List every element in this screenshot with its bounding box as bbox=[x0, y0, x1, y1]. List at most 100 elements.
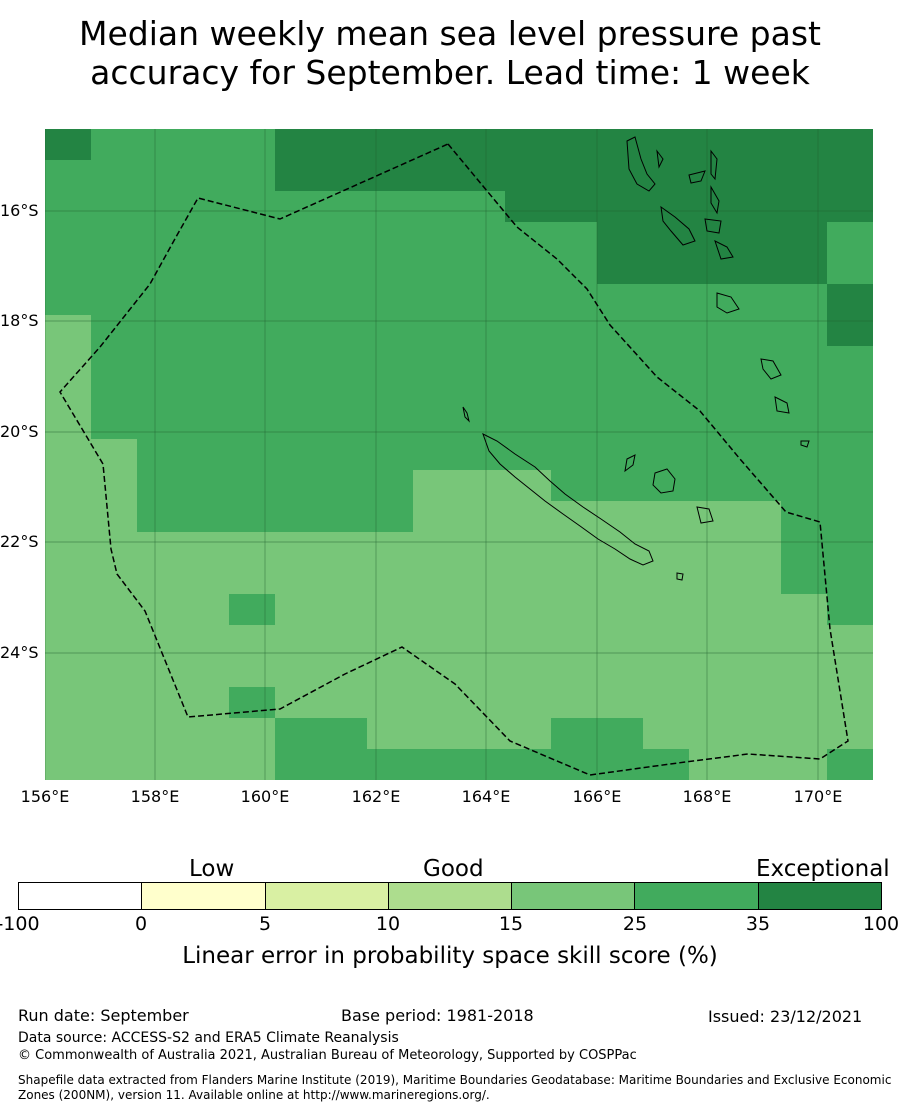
skill-cell bbox=[781, 191, 828, 223]
skill-cell bbox=[689, 470, 736, 502]
skill-cell bbox=[643, 315, 690, 347]
skill-cell bbox=[551, 563, 598, 595]
skill-cell bbox=[505, 718, 552, 750]
skill-cell bbox=[459, 346, 506, 378]
skill-cell bbox=[643, 625, 690, 657]
skill-cell bbox=[413, 160, 460, 192]
skill-cell bbox=[505, 656, 552, 688]
skill-cell bbox=[459, 222, 506, 254]
skill-cell bbox=[827, 470, 873, 502]
skill-cell bbox=[781, 656, 828, 688]
skill-cell bbox=[183, 284, 230, 316]
skill-cell bbox=[183, 470, 230, 502]
skill-cell bbox=[413, 718, 460, 750]
skill-cell bbox=[137, 346, 184, 378]
skill-cell bbox=[413, 315, 460, 347]
skill-cell bbox=[781, 346, 828, 378]
skill-cell bbox=[137, 222, 184, 254]
skill-cell bbox=[321, 501, 368, 533]
skill-cell bbox=[505, 439, 552, 471]
skill-cell bbox=[551, 749, 598, 780]
skill-cell bbox=[597, 408, 644, 440]
skill-cell bbox=[91, 470, 138, 502]
skill-cell bbox=[229, 439, 276, 471]
skill-cell bbox=[459, 129, 506, 161]
lon-tick-label: 168°E bbox=[682, 787, 732, 806]
skill-cell bbox=[551, 718, 598, 750]
skill-cell bbox=[459, 625, 506, 657]
skill-cell bbox=[321, 315, 368, 347]
legend-category-low: Low bbox=[189, 856, 235, 882]
skill-cell bbox=[827, 749, 873, 780]
skill-cell bbox=[367, 563, 414, 595]
skill-cell bbox=[367, 532, 414, 564]
skill-cell bbox=[275, 439, 322, 471]
skill-cell bbox=[597, 687, 644, 719]
data-source: Data source: ACCESS-S2 and ERA5 Climate … bbox=[18, 1030, 399, 1046]
skill-cell bbox=[735, 377, 782, 409]
skill-cell bbox=[827, 408, 873, 440]
skill-cell bbox=[275, 718, 322, 750]
skill-cell bbox=[689, 408, 736, 440]
skill-cell bbox=[45, 625, 92, 657]
skill-cell bbox=[45, 687, 92, 719]
skill-cell bbox=[781, 749, 828, 780]
skill-cell bbox=[229, 160, 276, 192]
skill-cell bbox=[367, 284, 414, 316]
skill-cell bbox=[689, 718, 736, 750]
skill-cell bbox=[45, 532, 92, 564]
skill-cell bbox=[275, 501, 322, 533]
skill-cell bbox=[91, 408, 138, 440]
skill-cell bbox=[597, 377, 644, 409]
skill-cell bbox=[137, 439, 184, 471]
skill-cell bbox=[597, 718, 644, 750]
skill-cell bbox=[229, 129, 276, 161]
skill-cell bbox=[413, 749, 460, 780]
skill-cell bbox=[321, 284, 368, 316]
skill-cell bbox=[229, 718, 276, 750]
skill-cell bbox=[597, 160, 644, 192]
skill-cell bbox=[275, 222, 322, 254]
lon-tick-label: 158°E bbox=[130, 787, 180, 806]
skill-cell bbox=[781, 439, 828, 471]
skill-cell bbox=[183, 377, 230, 409]
skill-cell bbox=[505, 315, 552, 347]
skill-cell bbox=[275, 129, 322, 161]
skill-cell bbox=[643, 594, 690, 626]
skill-grid-cells bbox=[45, 129, 873, 780]
title-line-2: accuracy for September. Lead time: 1 wee… bbox=[90, 53, 810, 92]
skill-cell bbox=[137, 501, 184, 533]
skill-cell bbox=[735, 222, 782, 254]
skill-cell bbox=[45, 718, 92, 750]
skill-cell bbox=[689, 625, 736, 657]
skill-cell bbox=[321, 563, 368, 595]
skill-cell bbox=[735, 501, 782, 533]
skill-cell bbox=[551, 191, 598, 223]
skill-cell bbox=[643, 160, 690, 192]
skill-cell bbox=[321, 687, 368, 719]
skill-cell bbox=[137, 284, 184, 316]
skill-cell bbox=[459, 191, 506, 223]
skill-cell bbox=[183, 656, 230, 688]
skill-cell bbox=[229, 284, 276, 316]
skill-cell bbox=[505, 222, 552, 254]
colorbar-segment bbox=[512, 883, 636, 909]
skill-cell bbox=[275, 532, 322, 564]
skill-cell bbox=[275, 687, 322, 719]
skill-cell bbox=[137, 408, 184, 440]
skill-cell bbox=[689, 687, 736, 719]
skill-cell bbox=[137, 532, 184, 564]
skill-cell bbox=[689, 656, 736, 688]
skill-cell bbox=[643, 377, 690, 409]
skill-cell bbox=[597, 656, 644, 688]
skill-cell bbox=[735, 687, 782, 719]
skill-cell bbox=[735, 656, 782, 688]
skill-cell bbox=[597, 749, 644, 780]
lat-tick-label: 22°S bbox=[0, 532, 39, 551]
skill-cell bbox=[413, 563, 460, 595]
lon-tick-label: 166°E bbox=[572, 787, 622, 806]
skill-cell bbox=[551, 532, 598, 564]
skill-cell bbox=[137, 718, 184, 750]
skill-cell bbox=[45, 129, 92, 161]
skill-cell bbox=[413, 346, 460, 378]
